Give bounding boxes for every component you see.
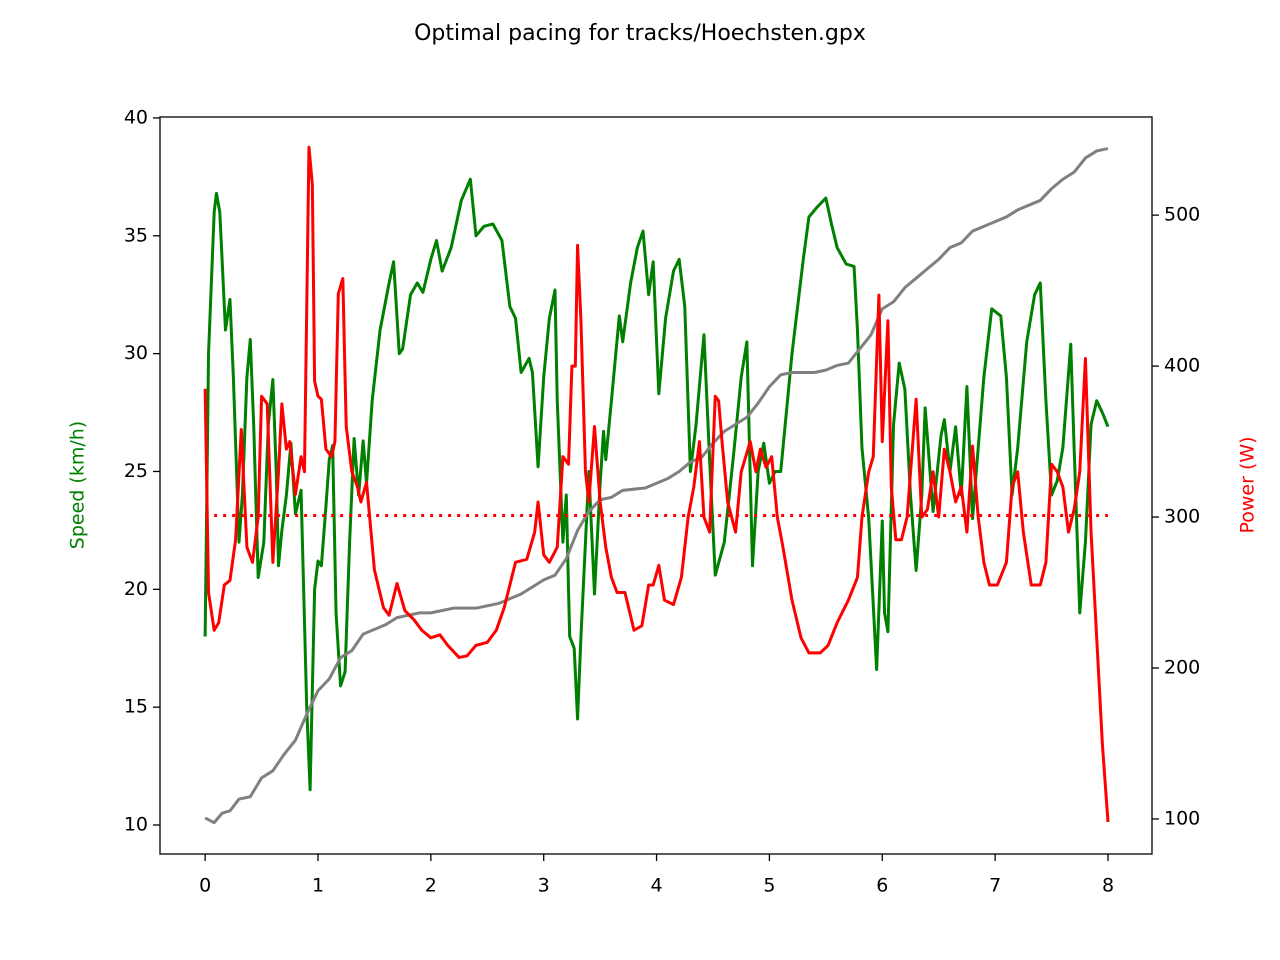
- y-tick-label: 10: [124, 814, 148, 836]
- plot-area: [203, 145, 1110, 825]
- chart-title: Optimal pacing for tracks/Hoechsten.gpx: [414, 21, 866, 46]
- x-tick-label: 8: [1102, 875, 1114, 897]
- data-line: [203, 145, 1110, 823]
- y-axis-label: Speed (km/h): [67, 421, 89, 549]
- y-tick-label: 30: [124, 342, 148, 364]
- y2-tick-label: 400: [1164, 355, 1200, 377]
- x-tick-label: 2: [425, 875, 437, 897]
- x-tick-label: 7: [989, 875, 1001, 897]
- y-tick-label: 40: [124, 106, 148, 128]
- y-tick-label: 35: [124, 224, 148, 246]
- y2-tick-label: 100: [1164, 807, 1200, 829]
- y2-tick-label: 200: [1164, 657, 1200, 679]
- x-tick-label: 5: [763, 875, 775, 897]
- data-line: [203, 177, 1110, 792]
- x-tick-label: 6: [876, 875, 888, 897]
- y-tick-label: 25: [124, 460, 148, 482]
- y2-tick-label: 300: [1164, 506, 1200, 528]
- x-tick-label: 1: [312, 875, 324, 897]
- x-tick-label: 4: [651, 875, 663, 897]
- x-tick-label: 0: [199, 875, 211, 897]
- y2-tick-label: 500: [1164, 204, 1200, 226]
- y2-axis-label: Power (W): [1237, 436, 1259, 533]
- y-tick-label: 20: [124, 578, 148, 600]
- data-line: [204, 147, 1109, 825]
- x-tick-label: 3: [538, 875, 550, 897]
- y-tick-label: 15: [124, 696, 148, 718]
